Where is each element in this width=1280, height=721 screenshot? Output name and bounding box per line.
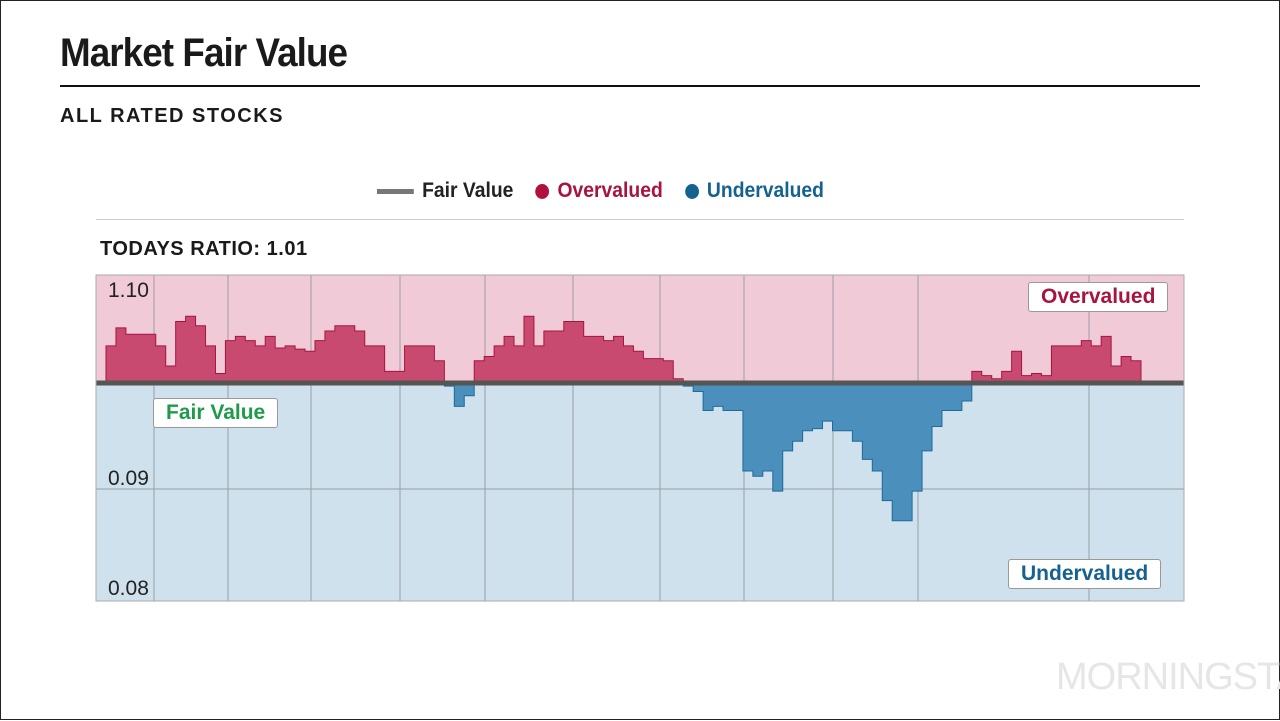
legend-label: Fair Value: [422, 179, 514, 202]
overvalued-area: [105, 315, 1142, 383]
y-tick-label: 0.09: [108, 467, 149, 490]
page-subtitle: ALL RATED STOCKS: [60, 105, 285, 127]
chart-legend: Fair Value Overvalued Undervalued: [377, 179, 837, 203]
y-tick-label: 1.10: [108, 279, 149, 302]
undervalued-label: Undervalued: [1008, 559, 1162, 589]
title-divider: [60, 85, 1200, 87]
undervalued-area: [105, 383, 1142, 522]
plot-border: [95, 274, 1185, 602]
legend-overvalued: Overvalued: [535, 179, 663, 203]
todays-ratio: TODAYS RATIO: 1.01: [100, 238, 308, 260]
legend-fair-value: Fair Value: [377, 179, 513, 203]
overvalued-label: Overvalued: [1028, 282, 1169, 312]
morningstar-logo: MORNINGSTAR: [1056, 656, 1280, 698]
overvalued-dot-icon: [535, 183, 550, 199]
legend-undervalued: Undervalued: [684, 179, 824, 203]
y-tick-label: 0.08: [108, 577, 149, 600]
legend-label: Overvalued: [557, 179, 663, 202]
undervalued-dot-icon: [684, 183, 699, 199]
fair-value-callout: Fair Value: [153, 398, 279, 428]
page-title: Market Fair Value: [60, 31, 348, 75]
legend-divider: [96, 219, 1184, 220]
fair-value-line-swatch: [377, 188, 414, 194]
legend-label: Undervalued: [706, 179, 824, 202]
